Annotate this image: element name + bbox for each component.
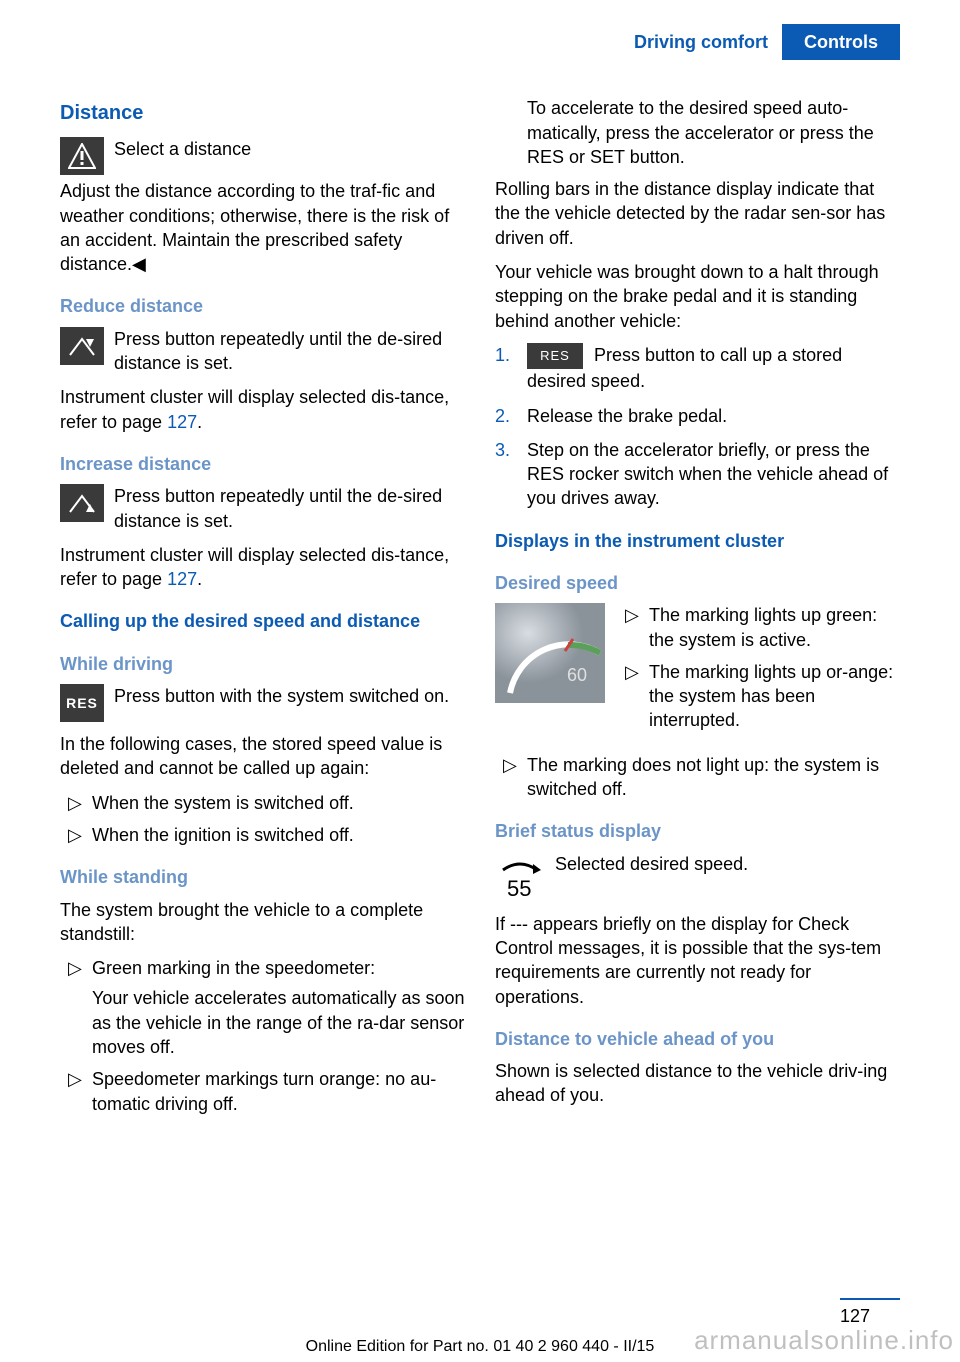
list-item: The marking lights up or‐ange: the syste… (617, 660, 900, 733)
desired-heading: Desired speed (495, 571, 900, 595)
speedometer-icon: 60 (495, 603, 605, 703)
right-p1: Rolling bars in the distance display ind… (495, 177, 900, 250)
increase-after: Instrument cluster will display selected… (60, 543, 465, 592)
distance-body: Adjust the distance according to the tra… (60, 179, 465, 276)
list-item: When the ignition is switched off. (60, 823, 465, 847)
reduce-after-period: . (197, 412, 202, 432)
distance-reduce-icon (60, 327, 104, 365)
left-column: Distance Select a distance Adjust the di… (60, 100, 465, 1126)
distance-lead: Select a distance (114, 139, 251, 159)
steps-list: 1. RES Press button to call up a stored … (495, 343, 900, 511)
ahead-text: Shown is selected distance to the vehicl… (495, 1059, 900, 1108)
step-3-text: Step on the accelerator briefly, or pres… (527, 440, 888, 509)
distance-warn-block: Select a distance (60, 137, 465, 175)
page-link-127b[interactable]: 127 (167, 569, 197, 589)
distance-heading: Distance (60, 100, 465, 127)
desired-speed-block: 60 The marking lights up green: the syst… (495, 603, 900, 742)
calling-heading: Calling up the desired speed and distanc… (60, 609, 465, 633)
brief-text: Selected desired speed. (495, 852, 900, 876)
res-button-icon: RES (60, 684, 104, 722)
svg-text:60: 60 (567, 665, 587, 685)
while-driving-heading: While driving (60, 652, 465, 676)
ahead-heading: Distance to vehicle ahead of you (495, 1027, 900, 1051)
step-2: 2. Release the brake pedal. (495, 404, 900, 428)
list-item: The marking does not light up: the syste… (495, 753, 900, 802)
distance-increase-icon (60, 484, 104, 522)
watermark: armanualsonline.info (694, 1323, 954, 1358)
res-inline-icon: RES (527, 343, 583, 369)
step-1: 1. RES Press button to call up a stored … (495, 343, 900, 394)
brief-after: If --- appears briefly on the display fo… (495, 912, 900, 1009)
reduce-block: Press button repeatedly until the de‐sir… (60, 327, 465, 376)
list-item: Green marking in the speedometer: (60, 956, 465, 980)
desired-list-2: The marking does not light up: the syste… (495, 753, 900, 802)
while-standing-heading: While standing (60, 865, 465, 889)
svg-text:55: 55 (507, 876, 531, 901)
while-driving-after: In the following cases, the stored speed… (60, 732, 465, 781)
reduce-after-text: Instrument cluster will display selected… (60, 387, 449, 431)
while-driving-text: Press button with the system switched on… (60, 684, 465, 708)
list-item: The marking lights up green: the system … (617, 603, 900, 652)
desired-list: The marking lights up green: the system … (617, 603, 900, 732)
reduce-text: Press button repeatedly until the de‐sir… (60, 327, 465, 376)
increase-after-period: . (197, 569, 202, 589)
step-3: 3. Step on the accelerator briefly, or p… (495, 438, 900, 511)
header-block: Driving comfort Controls (620, 24, 900, 60)
brief-heading: Brief status display (495, 819, 900, 843)
header-chapter: Controls (782, 24, 900, 60)
page-link-127a[interactable]: 127 (167, 412, 197, 432)
list-item: When the system is switched off. (60, 791, 465, 815)
while-driving-block: RES Press button with the system switche… (60, 684, 465, 722)
header-section: Driving comfort (620, 24, 782, 60)
while-standing-list2: Speedometer markings turn orange: no au‐… (60, 1067, 465, 1116)
right-top-indent: To accelerate to the desired speed auto‐… (495, 96, 900, 169)
page-number-line (840, 1298, 900, 1300)
page-header: Driving comfort Controls (0, 0, 960, 60)
while-standing-list: Green marking in the speedometer: (60, 956, 465, 980)
increase-after-text: Instrument cluster will display selected… (60, 545, 449, 589)
list-item: Speedometer markings turn orange: no au‐… (60, 1067, 465, 1116)
increase-heading: Increase distance (60, 452, 465, 476)
brief-block: 55 Selected desired speed. (495, 852, 900, 902)
increase-block: Press button repeatedly until the de‐sir… (60, 484, 465, 533)
speed-status-icon: 55 (495, 852, 545, 902)
right-p2: Your vehicle was brought down to a halt … (495, 260, 900, 333)
reduce-heading: Reduce distance (60, 294, 465, 318)
step-num-2: 2. (495, 404, 510, 428)
while-driving-list: When the system is switched off. When th… (60, 791, 465, 848)
step-num-3: 3. (495, 438, 510, 462)
displays-heading: Displays in the instrument cluster (495, 529, 900, 553)
while-standing-sub: Your vehicle accelerates automatically a… (60, 986, 465, 1059)
reduce-after: Instrument cluster will display selected… (60, 385, 465, 434)
while-standing-lead: The system brought the vehicle to a comp… (60, 898, 465, 947)
step-2-text: Release the brake pedal. (527, 406, 727, 426)
increase-text: Press button repeatedly until the de‐sir… (60, 484, 465, 533)
right-column: To accelerate to the desired speed auto‐… (495, 100, 900, 1126)
step-num-1: 1. (495, 343, 510, 367)
warning-icon (60, 137, 104, 175)
